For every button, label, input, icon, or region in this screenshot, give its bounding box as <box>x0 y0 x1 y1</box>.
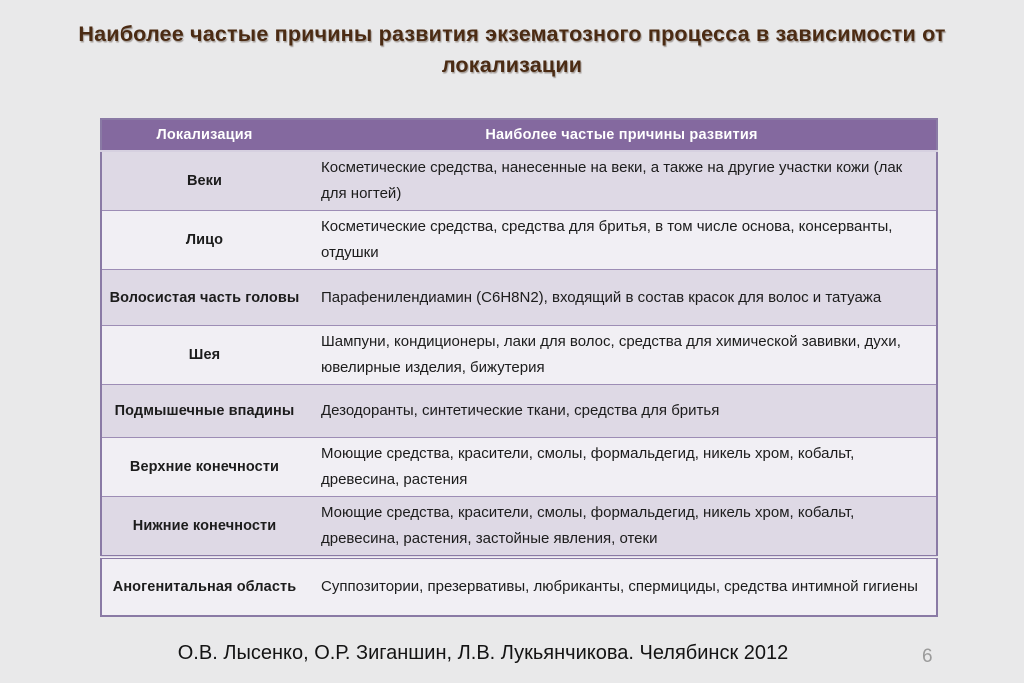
location-cell: Подмышечные впадины <box>101 384 307 438</box>
causes-cell: Дезодоранты, синтетические ткани, средст… <box>307 384 937 438</box>
page-number: 6 <box>922 646 933 667</box>
table-row: Верхние конечности Моющие средства, крас… <box>101 437 937 497</box>
location-cell: Веки <box>101 151 307 211</box>
table-header-row: Локализация Наиболее частые причины разв… <box>101 119 937 152</box>
localization-causes-table: Локализация Наиболее частые причины разв… <box>100 118 938 617</box>
causes-cell: Косметические средства, нанесенные на ве… <box>307 151 937 211</box>
table-row: Шея Шампуни, кондиционеры, лаки для воло… <box>101 325 937 385</box>
column-header-causes: Наиболее частые причины развития <box>307 119 937 152</box>
table-row: Аногенитальная область Суппозитории, пре… <box>101 557 937 616</box>
table-row: Веки Косметические средства, нанесенные … <box>101 151 937 211</box>
location-cell: Нижние конечности <box>101 496 307 557</box>
causes-cell: Суппозитории, презервативы, любриканты, … <box>307 557 937 616</box>
location-cell: Аногенитальная область <box>101 557 307 616</box>
authors-footer: О.В. Лысенко, О.Р. Зиганшин, Л.В. Лукьян… <box>177 642 789 664</box>
slide-title: Наиболее частые причины развития экземат… <box>78 22 946 77</box>
table-row: Подмышечные впадины Дезодоранты, синтети… <box>101 384 937 438</box>
causes-cell: Моющие средства, красители, смолы, форма… <box>307 496 937 557</box>
table-row: Лицо Косметические средства, средства дл… <box>101 210 937 270</box>
causes-cell: Парафенилендиамин (C6H8N2), входящий в с… <box>307 269 937 326</box>
causes-cell: Моющие средства, красители, смолы, форма… <box>307 437 937 497</box>
causes-cell: Шампуни, кондиционеры, лаки для волос, с… <box>307 325 937 385</box>
table-row: Нижние конечности Моющие средства, краси… <box>101 496 937 557</box>
table-row: Волосистая часть головы Парафенилендиами… <box>101 269 937 326</box>
column-header-localization: Локализация <box>101 119 307 152</box>
causes-cell: Косметические средства, средства для бри… <box>307 210 937 270</box>
location-cell: Верхние конечности <box>101 437 307 497</box>
location-cell: Лицо <box>101 210 307 270</box>
location-cell: Волосистая часть головы <box>101 269 307 326</box>
location-cell: Шея <box>101 325 307 385</box>
